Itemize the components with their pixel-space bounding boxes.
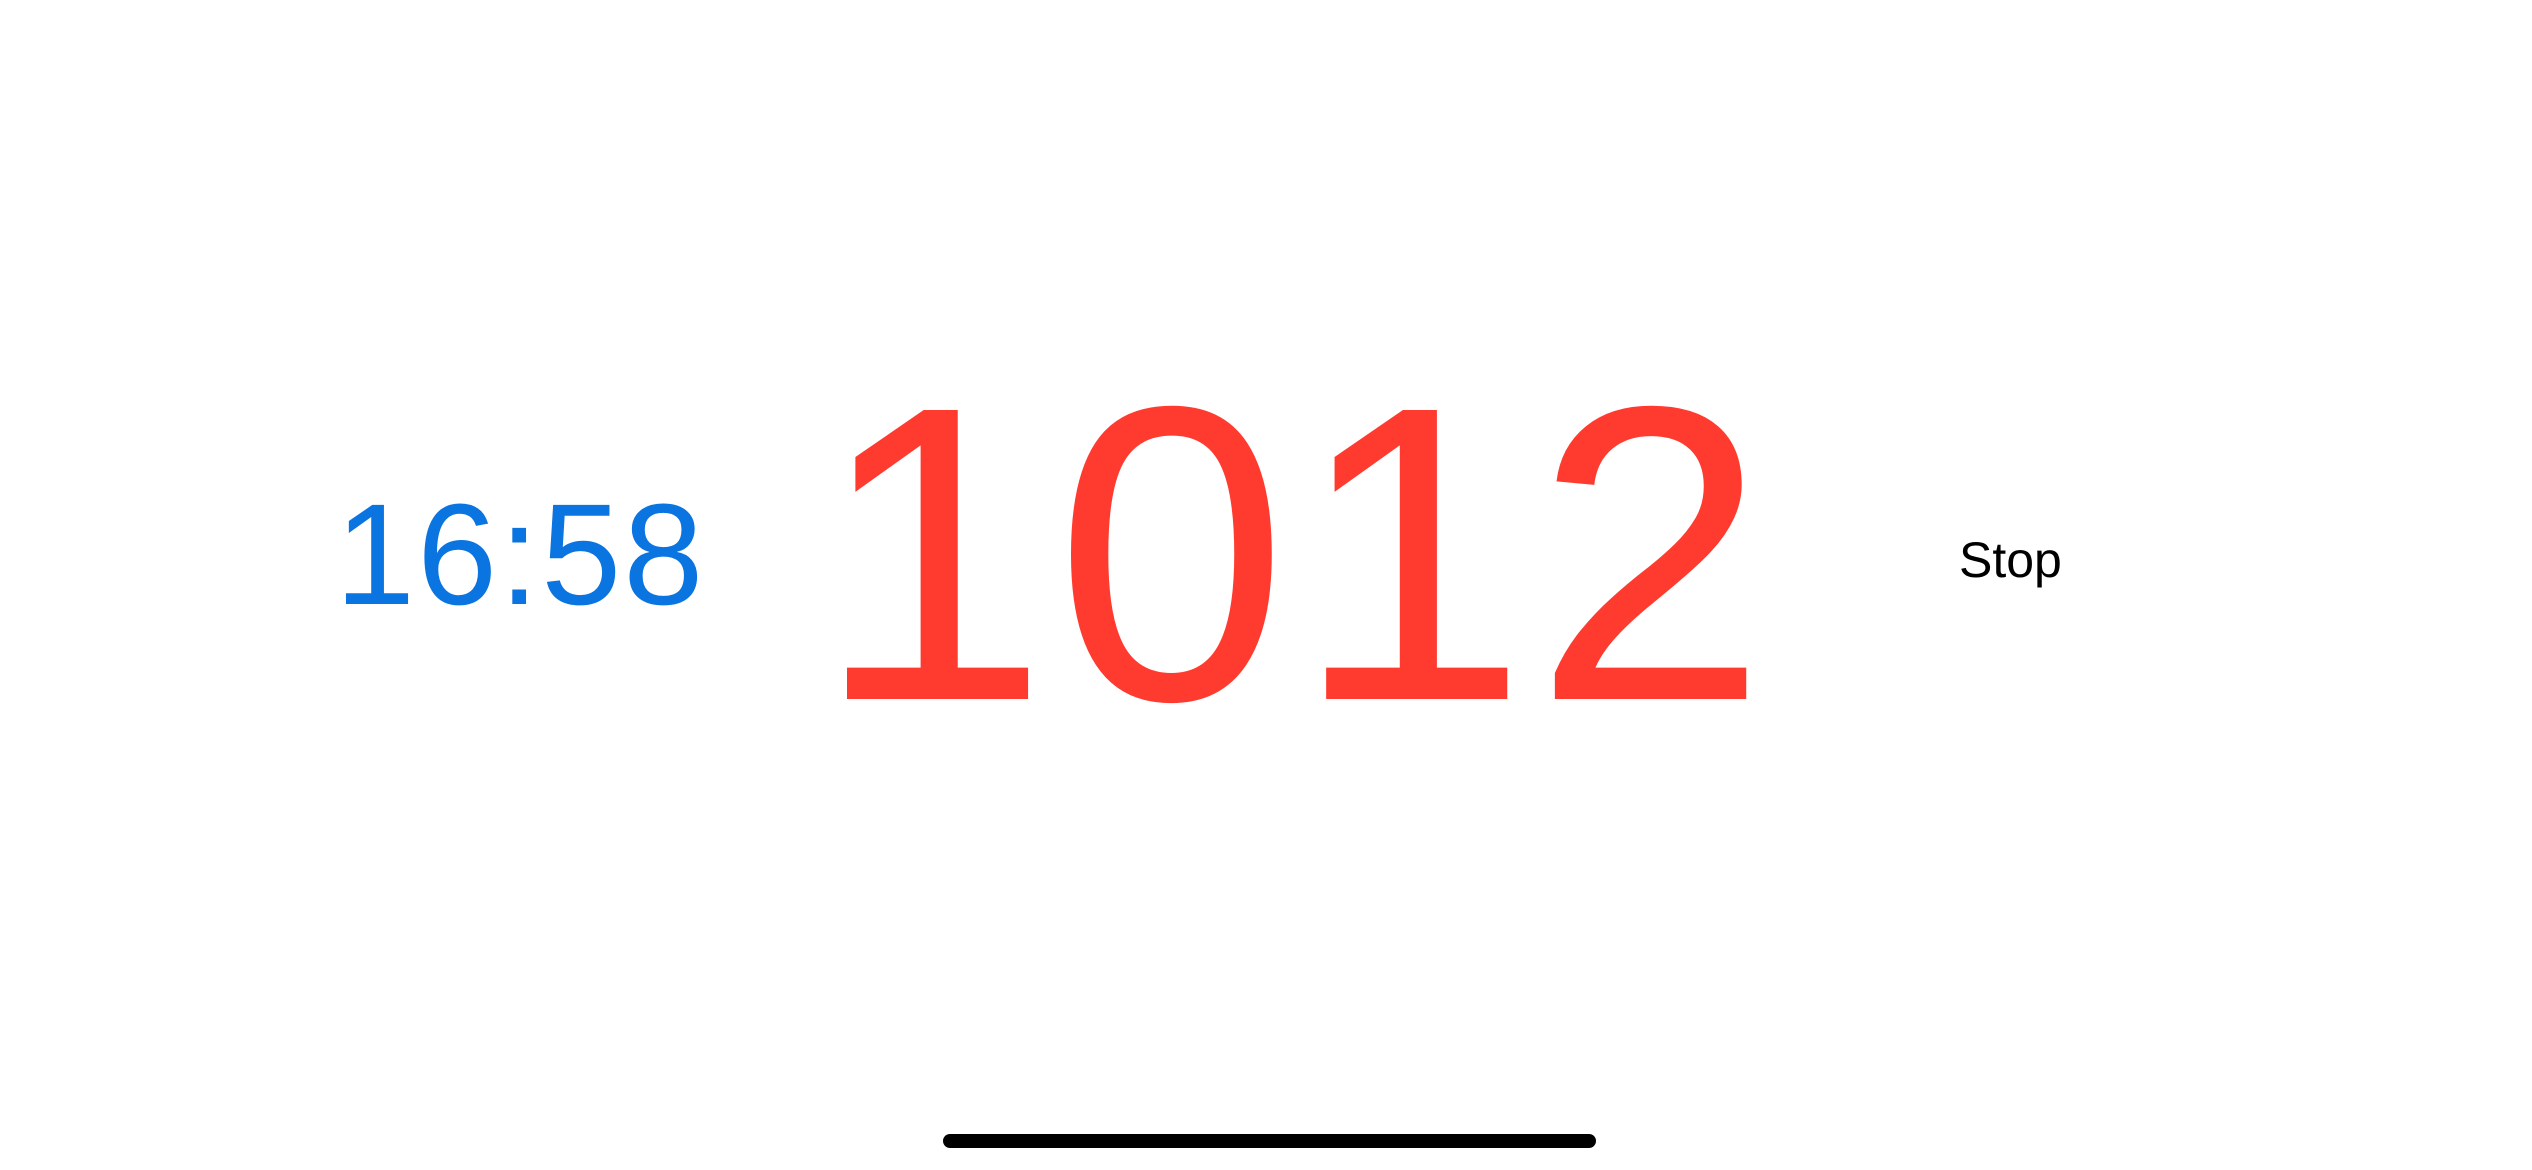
stop-button[interactable]: Stop <box>1959 532 2062 588</box>
home-indicator[interactable] <box>943 1134 1596 1148</box>
current-time: 16:58 <box>335 474 706 635</box>
counter-value: 1012 <box>815 320 1774 789</box>
